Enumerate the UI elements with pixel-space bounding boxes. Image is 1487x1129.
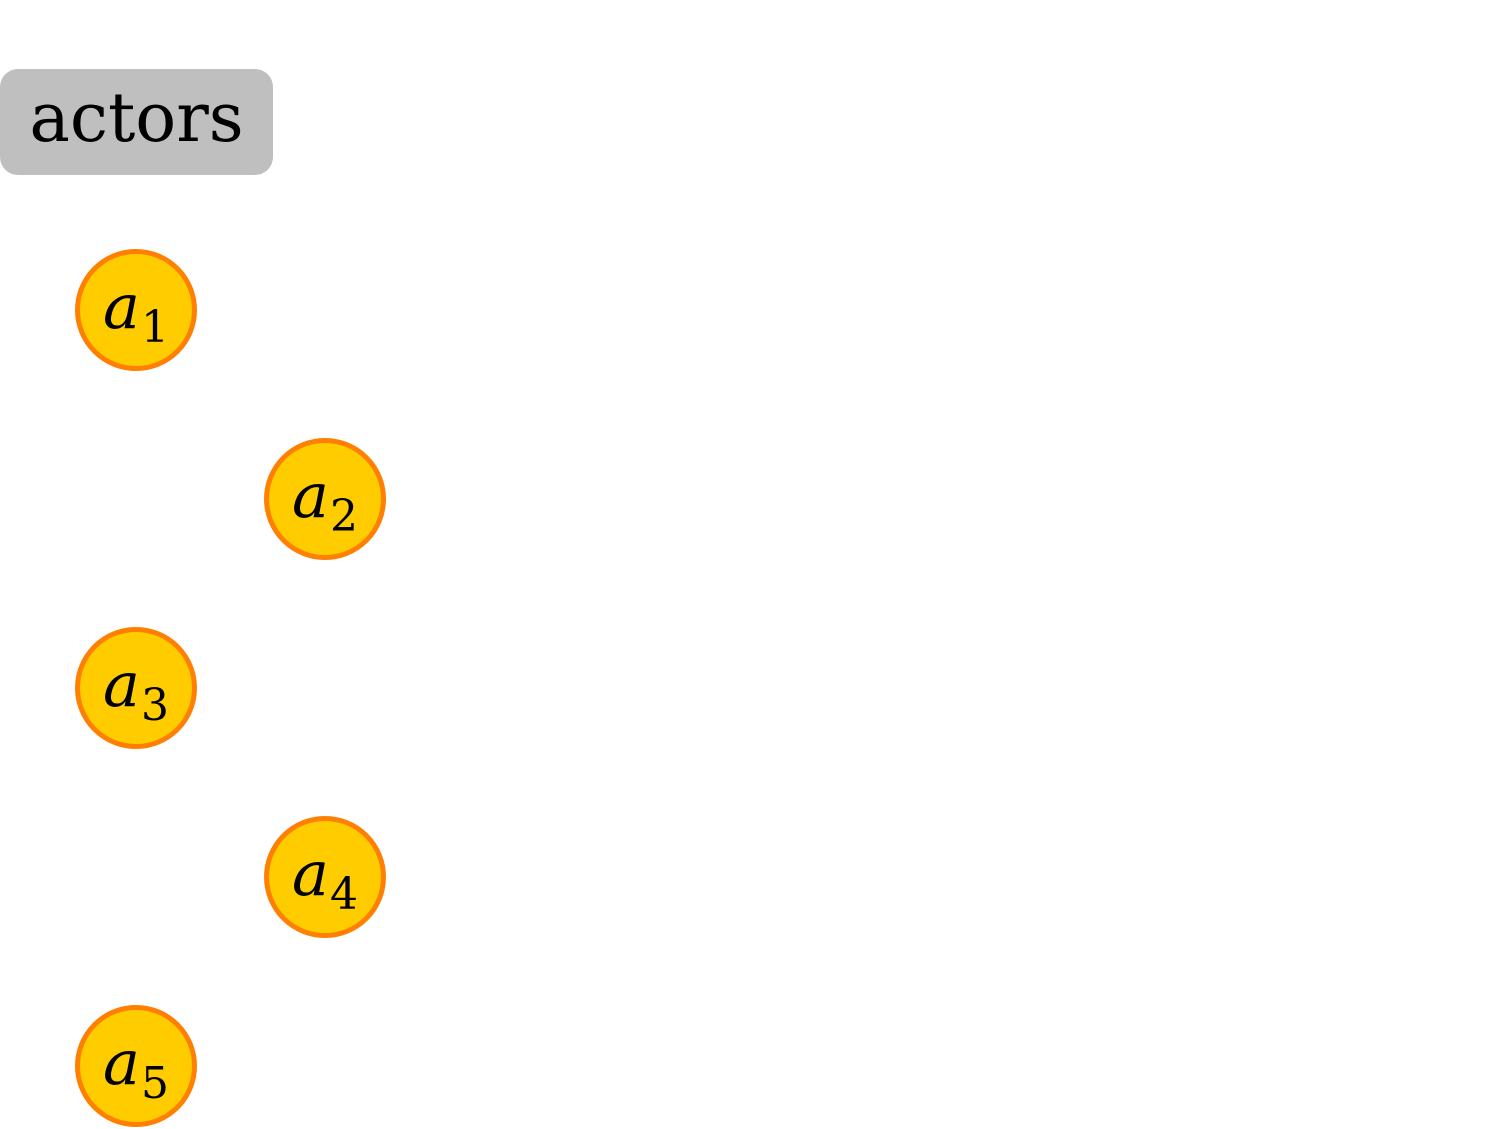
node-subscript: 1 bbox=[140, 302, 169, 353]
node-subscript: 3 bbox=[140, 680, 169, 731]
node-variable: a bbox=[103, 270, 140, 343]
node-subscript: 5 bbox=[140, 1058, 169, 1109]
node-variable: a bbox=[292, 837, 329, 910]
node-subscript: 4 bbox=[329, 869, 358, 920]
node-subscript: 2 bbox=[329, 491, 358, 542]
node-variable: a bbox=[292, 459, 329, 532]
node-variable: a bbox=[103, 1026, 140, 1099]
node-variable: a bbox=[103, 648, 140, 721]
group-label-actors: actors bbox=[0, 69, 273, 175]
